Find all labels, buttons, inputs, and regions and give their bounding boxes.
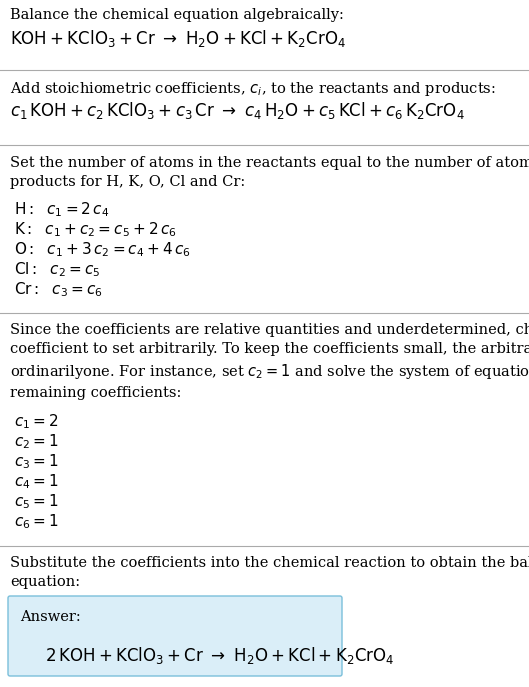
Text: $\mathrm{Cl{:}}\ \ c_2 = c_5$: $\mathrm{Cl{:}}\ \ c_2 = c_5$ <box>14 260 101 279</box>
Text: $c_2 = 1$: $c_2 = 1$ <box>14 432 59 451</box>
Text: Since the coefficients are relative quantities and underdetermined, choose a
coe: Since the coefficients are relative quan… <box>10 323 529 401</box>
FancyBboxPatch shape <box>8 596 342 676</box>
Text: $c_3 = 1$: $c_3 = 1$ <box>14 452 59 471</box>
Text: Add stoichiometric coefficients, $c_i$, to the reactants and products:: Add stoichiometric coefficients, $c_i$, … <box>10 80 496 98</box>
Text: $c_1 = 2$: $c_1 = 2$ <box>14 412 59 431</box>
Text: Answer:: Answer: <box>20 610 81 624</box>
Text: $2\,\mathrm{KOH + KClO_3 + Cr\ {\rightarrow}\ H_2O + KCl + K_2CrO_4}$: $2\,\mathrm{KOH + KClO_3 + Cr\ {\rightar… <box>45 645 395 666</box>
Text: $c_5 = 1$: $c_5 = 1$ <box>14 492 59 510</box>
Text: $\mathrm{Cr{:}}\ \ c_3 = c_6$: $\mathrm{Cr{:}}\ \ c_3 = c_6$ <box>14 280 103 299</box>
Text: $\mathrm{H{:}}\ \ c_1 = 2\,c_4$: $\mathrm{H{:}}\ \ c_1 = 2\,c_4$ <box>14 200 110 218</box>
Text: $\mathrm{O{:}}\ \ c_1 + 3\,c_2 = c_4 + 4\,c_6$: $\mathrm{O{:}}\ \ c_1 + 3\,c_2 = c_4 + 4… <box>14 240 191 259</box>
Text: Balance the chemical equation algebraically:: Balance the chemical equation algebraica… <box>10 8 344 22</box>
Text: Set the number of atoms in the reactants equal to the number of atoms in the
pro: Set the number of atoms in the reactants… <box>10 156 529 189</box>
Text: $c_6 = 1$: $c_6 = 1$ <box>14 512 59 530</box>
Text: $c_1\,\mathrm{KOH} + c_2\,\mathrm{KClO_3} + c_3\,\mathrm{Cr}\ {\rightarrow}\ c_4: $c_1\,\mathrm{KOH} + c_2\,\mathrm{KClO_3… <box>10 100 464 121</box>
Text: Substitute the coefficients into the chemical reaction to obtain the balanced
eq: Substitute the coefficients into the che… <box>10 556 529 589</box>
Text: $c_4 = 1$: $c_4 = 1$ <box>14 472 59 491</box>
Text: $\mathrm{KOH + KClO_3 + Cr\ {\rightarrow}\ H_2O + KCl + K_2CrO_4}$: $\mathrm{KOH + KClO_3 + Cr\ {\rightarrow… <box>10 28 346 49</box>
Text: $\mathrm{K{:}}\ \ c_1 + c_2 = c_5 + 2\,c_6$: $\mathrm{K{:}}\ \ c_1 + c_2 = c_5 + 2\,c… <box>14 220 177 238</box>
